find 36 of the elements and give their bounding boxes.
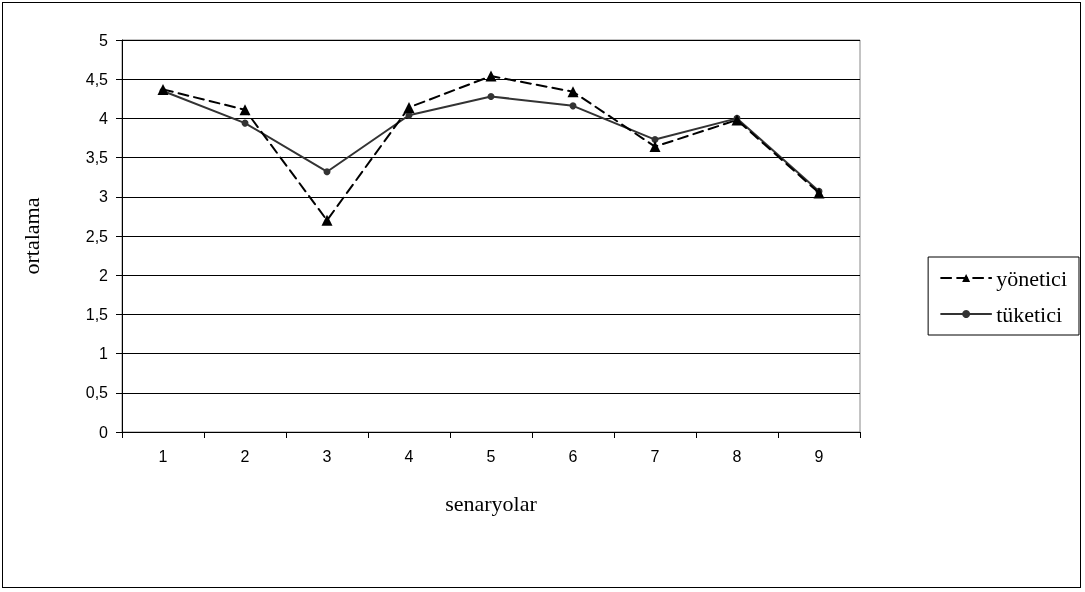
y-tick-label: 4 <box>99 109 109 127</box>
y-tick-label: 2 <box>99 266 109 284</box>
y-tick-label: 4,5 <box>85 70 109 88</box>
x-tick-label: 4 <box>404 447 414 465</box>
x-tick-label: 6 <box>568 447 578 465</box>
point <box>649 141 661 153</box>
point <box>651 136 659 144</box>
y-tick-label: 0,5 <box>85 384 109 402</box>
x-tick-label: 9 <box>814 447 824 465</box>
legend-label: tüketici <box>996 301 1063 327</box>
point <box>323 168 331 176</box>
y-tick-label: 0 <box>99 423 109 441</box>
point <box>157 83 169 95</box>
y-tick-label: 5 <box>99 31 109 49</box>
point <box>403 101 415 113</box>
x-tick-label: 2 <box>240 447 250 465</box>
y-tick-label: 3,5 <box>85 149 109 167</box>
y-axis-title: ortalama <box>18 197 44 275</box>
y-tick-label: 1,5 <box>85 305 109 323</box>
x-tick-label: 7 <box>650 447 660 465</box>
legend-label: yönetici <box>996 265 1068 291</box>
point <box>567 86 579 98</box>
y-tick-label: 3 <box>99 188 109 206</box>
y-tick-label: 2,5 <box>85 227 109 245</box>
y-tick-label: 1 <box>99 345 109 363</box>
x-tick-label: 8 <box>732 447 742 465</box>
point <box>321 214 333 226</box>
point <box>239 104 251 116</box>
point <box>731 114 743 126</box>
point <box>487 92 495 100</box>
point <box>485 70 497 82</box>
x-axis-title: senaryolar <box>445 490 538 516</box>
x-tick-label: 5 <box>486 447 496 465</box>
x-tick-label: 1 <box>158 447 168 465</box>
point <box>813 187 825 199</box>
x-tick-label: 3 <box>322 447 332 465</box>
